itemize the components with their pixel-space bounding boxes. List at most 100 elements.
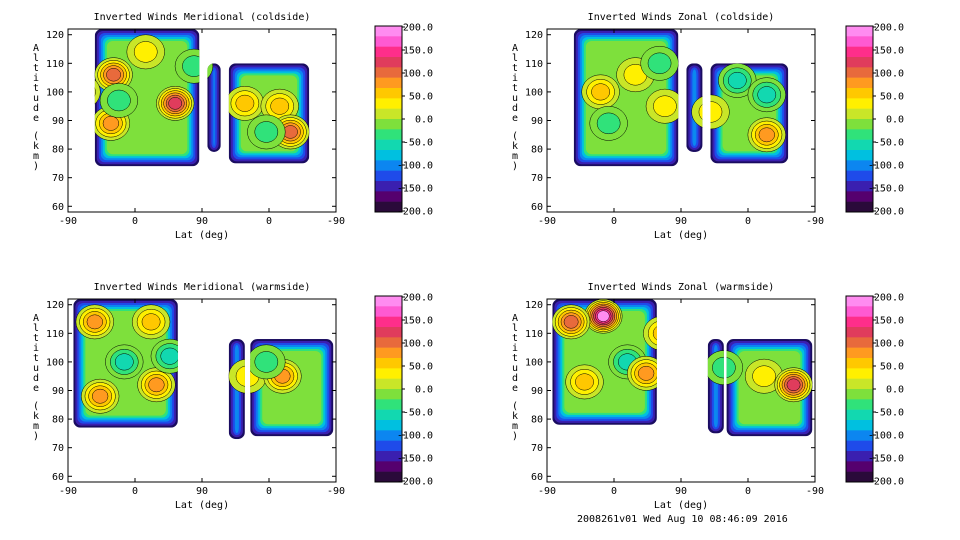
contour-blob [160, 347, 180, 365]
contour-blob [92, 388, 109, 404]
colorbar-band [846, 368, 873, 379]
contour-blob [168, 97, 183, 110]
contour-blob [757, 86, 777, 104]
colorbar-label: 100.0 [874, 69, 904, 80]
colorbar-band [846, 440, 873, 452]
y-tick-label: 120 [525, 300, 543, 311]
colorbar-label: 200.0 [874, 293, 904, 304]
y-tick-label: 70 [52, 443, 64, 454]
x-tick-label: 90 [675, 486, 687, 497]
colorbar-label: 150.0 [403, 316, 433, 327]
x-tick-label: 90 [196, 216, 208, 227]
colorbar-band [375, 57, 402, 68]
colorbar-band [375, 129, 402, 140]
y-tick-label: 110 [46, 329, 64, 340]
x-tick-label: 0 [132, 486, 138, 497]
colorbar-band [846, 108, 873, 120]
colorbar-band [846, 430, 873, 441]
colorbar-label: 200.0 [874, 23, 904, 34]
colorbar-label: -100.0 [397, 431, 433, 442]
contour-blob [575, 373, 594, 391]
colorbar-band [375, 337, 402, 348]
colorbar-band [375, 451, 402, 462]
colorbar-band [846, 420, 873, 431]
colorbar-label: 50.0 [409, 362, 433, 373]
panel-1: Inverted Winds Meridional (coldside) -90 0… [33, 12, 433, 241]
contour-blob [72, 84, 90, 100]
contour-blob [652, 324, 672, 342]
colorbar-band [846, 191, 873, 202]
colorbar-band [375, 358, 402, 369]
colorbar-label: 200.0 [403, 293, 433, 304]
panel-title: Inverted Winds Zonal (coldside) [588, 12, 775, 23]
x-tick-label: 0 [745, 486, 751, 497]
y-tick-label: 60 [52, 202, 64, 213]
x-axis-label: Lat (deg) [654, 500, 708, 511]
x-tick-label: 0 [132, 216, 138, 227]
colorbar-label: -50.0 [403, 408, 433, 419]
panel-title: Inverted Winds Zonal (warmside) [588, 282, 775, 293]
colorbar-band [375, 88, 402, 99]
y-tick-label: 100 [46, 87, 64, 98]
y-tick-label: 60 [52, 472, 64, 483]
colorbar-label: -150.0 [397, 454, 433, 465]
colorbar-band [846, 36, 873, 47]
colorbar-band [846, 409, 873, 421]
colorbar-band [375, 306, 402, 317]
x-axis-label: Lat (deg) [175, 500, 229, 511]
contour-blob [596, 310, 610, 322]
colorbar-band [375, 98, 402, 109]
colorbar-band [846, 129, 873, 140]
panel-4: Inverted Winds Zonal (warmside) -90 0 90 0 -9… [512, 282, 904, 511]
colorbar-label: 150.0 [874, 46, 904, 57]
x-tick-label: -90 [59, 216, 77, 227]
contour-blob [591, 83, 610, 101]
colorbar-label: -150.0 [397, 184, 433, 195]
contour-field [552, 299, 813, 437]
y-tick-label: 80 [52, 145, 64, 156]
panel-title: Inverted Winds Meridional (warmside) [94, 282, 311, 293]
x-tick-label: 0 [611, 486, 617, 497]
colorbar-band [846, 139, 873, 151]
colorbar-band [375, 409, 402, 421]
colorbar-band [375, 347, 402, 359]
colorbar-label: 150.0 [874, 316, 904, 327]
colorbar-band [375, 389, 402, 400]
contour-blob [182, 55, 206, 77]
colorbar-band [846, 98, 873, 109]
y-tick-label: 80 [531, 145, 543, 156]
colorbar-label: -150.0 [868, 184, 904, 195]
x-tick-label: -90 [538, 216, 556, 227]
colorbar-band [375, 461, 402, 472]
colorbar-label: 50.0 [409, 92, 433, 103]
contour-blob [254, 121, 279, 143]
panel-title: Inverted Winds Meridional (coldside) [94, 12, 311, 23]
contour-blob [270, 97, 290, 115]
colorbar-band [846, 160, 873, 171]
x-tick-label: 90 [675, 216, 687, 227]
colorbar-label: 0.0 [415, 115, 433, 126]
contour-field [72, 29, 310, 167]
y-tick-label: 80 [531, 415, 543, 426]
colorbar-band [846, 471, 873, 483]
contour-blob [114, 353, 134, 371]
contour-blob [102, 115, 120, 131]
contour-blob [148, 377, 165, 393]
panel-2: Inverted Winds Zonal (coldside) -90 0 90 0 -9… [512, 12, 904, 241]
colorbar-band [846, 77, 873, 89]
y-tick-label: 60 [531, 202, 543, 213]
colorbar-label: 100.0 [874, 339, 904, 350]
y-tick-label: 100 [46, 357, 64, 368]
contour-blob [86, 314, 103, 330]
colorbar-band [375, 316, 402, 328]
y-tick-label: 90 [52, 116, 64, 127]
contour-blob [712, 356, 736, 379]
contour-blob [94, 78, 96, 105]
contour-blob [698, 101, 723, 123]
colorbar-label: -50.0 [874, 408, 904, 419]
contour-blob [133, 41, 158, 63]
y-tick-label: 110 [525, 329, 543, 340]
